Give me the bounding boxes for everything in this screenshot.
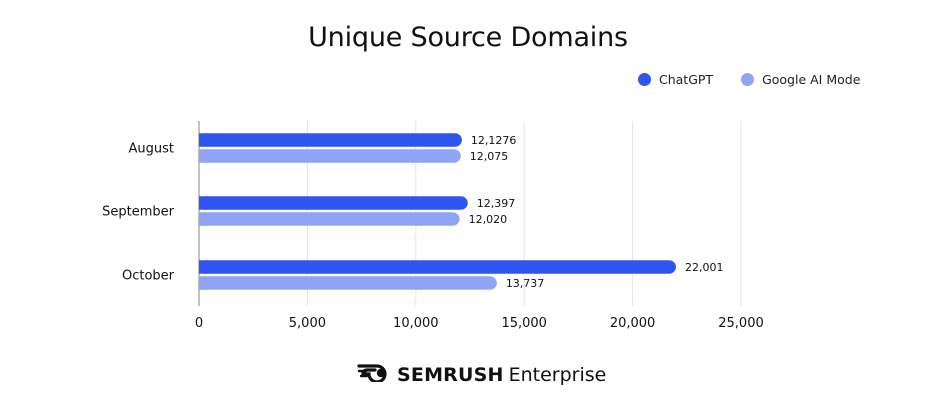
data-label: 22,001 <box>685 261 724 274</box>
category-label: September <box>102 205 175 220</box>
bar <box>199 133 462 147</box>
data-label: 12,020 <box>469 213 508 226</box>
x-tick-label: 25,000 <box>718 316 764 331</box>
legend-item-chatgpt: ChatGPT <box>638 72 713 87</box>
bar-left-edge <box>199 276 207 290</box>
data-label: 12,075 <box>470 150 509 163</box>
legend-swatch-google-ai-mode <box>741 73 755 86</box>
legend: ChatGPT Google AI Mode <box>638 72 860 87</box>
bar-left-edge <box>199 149 207 163</box>
x-tick-label: 0 <box>195 316 203 331</box>
legend-label-google-ai-mode: Google AI Mode <box>762 72 861 87</box>
x-tick-label: 20,000 <box>610 316 656 331</box>
brand-name: SEMRUSH <box>397 363 504 386</box>
bar-left-edge <box>199 212 207 226</box>
category-label: August <box>129 142 175 157</box>
bar-left-edge <box>199 133 207 147</box>
bar <box>199 260 676 274</box>
x-tick-label: 15,000 <box>501 316 547 331</box>
semrush-fireball-icon <box>357 362 391 387</box>
data-label: 12,397 <box>477 197 516 210</box>
bar-left-edge <box>199 196 207 210</box>
bar <box>199 276 497 290</box>
bar <box>199 212 460 226</box>
bar <box>199 149 461 163</box>
category-label: October <box>122 269 175 284</box>
brand-logo: SEMRUSH Enterprise <box>357 362 606 387</box>
brand-suffix: Enterprise <box>508 363 607 386</box>
data-label: 12,1276 <box>471 134 517 147</box>
legend-label-chatgpt: ChatGPT <box>659 72 714 87</box>
legend-item-google-ai-mode: Google AI Mode <box>741 72 860 87</box>
bar-left-edge <box>199 260 207 274</box>
legend-swatch-chatgpt <box>638 73 651 86</box>
x-tick-label: 10,000 <box>393 316 439 331</box>
data-label: 13,737 <box>506 277 544 290</box>
bar <box>199 196 468 210</box>
x-tick-label: 5,000 <box>289 316 326 331</box>
chart-title: Unique Source Domains <box>308 22 628 53</box>
